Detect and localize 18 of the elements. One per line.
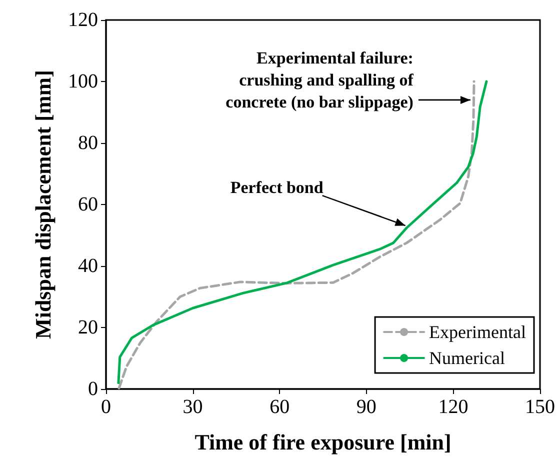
y-tick-label: 100 [68,70,98,92]
x-tick-label: 30 [182,396,203,418]
legend-label: Experimental [429,322,526,342]
y-tick-label: 40 [78,255,98,277]
annotation: Experimental failure: crushing and spalling of concrete (no bar slippage) [226,48,414,112]
y-tick-label: 120 [68,9,98,31]
x-tick-label: 150 [525,396,555,418]
legend-label: Numerical [429,348,506,368]
y-tick-label: 20 [78,316,98,338]
y-tick-label: 0 [88,378,98,400]
x-axis-title: Time of fire exposure [min] [194,430,452,454]
x-tick-label: 60 [270,396,290,418]
x-tick-label: 120 [438,396,468,418]
annotation: Perfect bond [230,178,324,198]
y-axis-title: Midspan displacement [mm] [30,70,56,339]
y-tick-label: 60 [78,194,98,216]
y-tick-label: 80 [78,132,98,154]
x-tick-label: 90 [356,396,376,418]
